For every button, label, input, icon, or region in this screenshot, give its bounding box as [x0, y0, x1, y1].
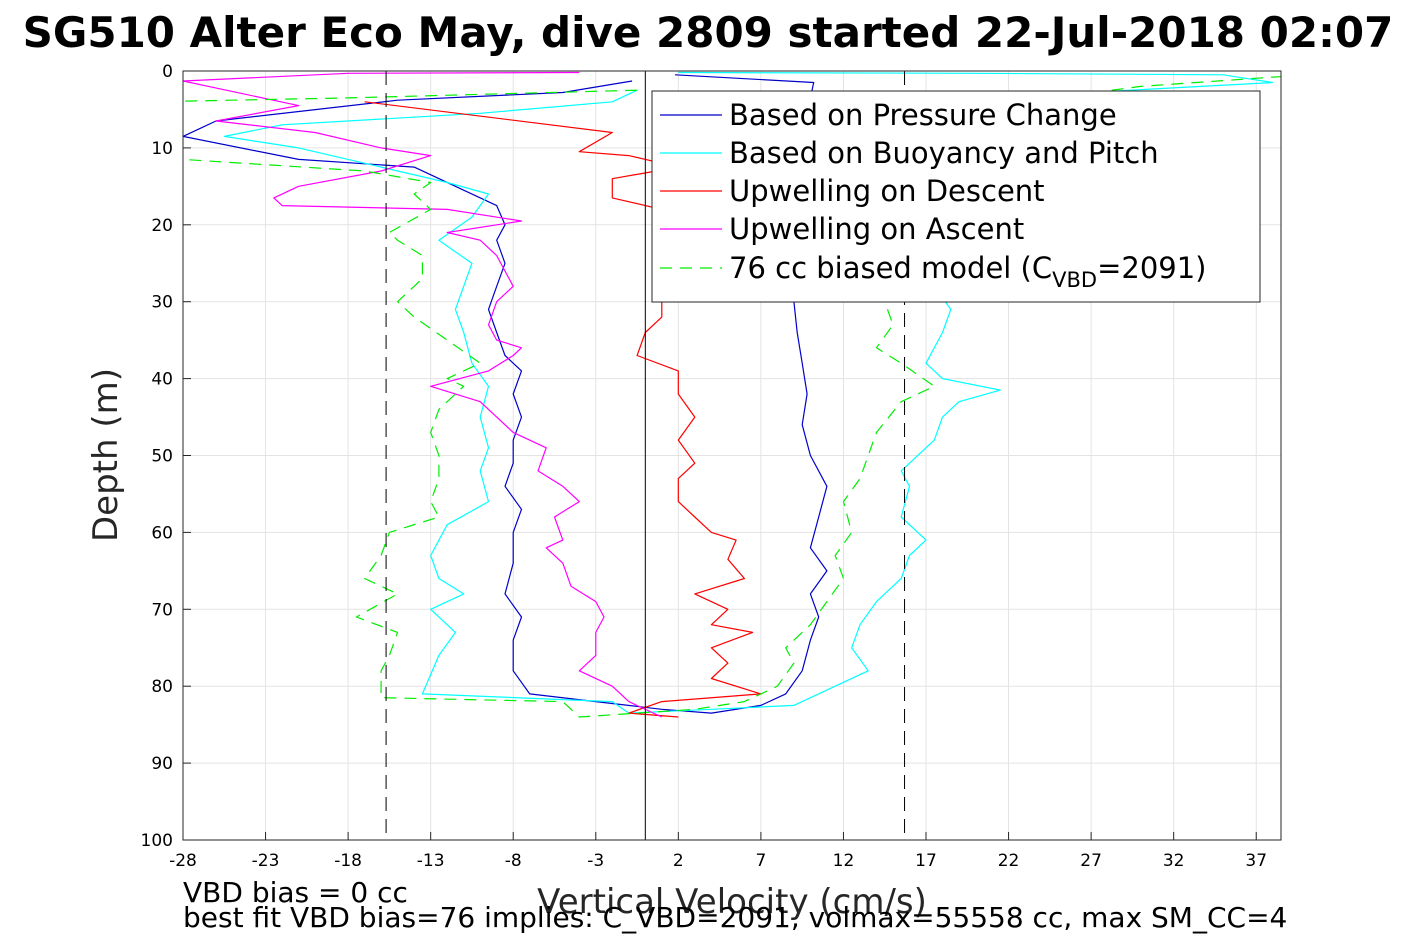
y-axis-label: Depth (m) — [86, 368, 126, 542]
x-tick-label: 32 — [1163, 851, 1185, 871]
footnote-best-fit: best fit VBD bias=76 implies: C_VBD=2091… — [183, 901, 1287, 934]
y-tick-label: 60 — [151, 523, 173, 543]
x-tick-label: 27 — [1080, 851, 1102, 871]
x-tick-label: 2 — [673, 851, 684, 871]
x-axis-label: Vertical Velocity (cm/s) — [537, 882, 927, 922]
x-tick-label: -28 — [169, 851, 197, 871]
legend: Based on Pressure Change Based on Buoyan… — [651, 90, 1261, 303]
x-tick-label: -13 — [417, 851, 445, 871]
legend-label-pressure: Based on Pressure Change — [729, 98, 1117, 132]
y-tick-label: 80 — [151, 677, 173, 697]
series-line-upwelling_descent — [364, 101, 762, 718]
y-tick-label: 70 — [151, 600, 173, 620]
y-tick-label: 40 — [151, 370, 173, 390]
y-tick-label: 0 — [162, 62, 173, 82]
y-tick-label: 30 — [151, 293, 173, 313]
x-tick-label: -23 — [252, 851, 280, 871]
y-tick-label: 10 — [151, 139, 173, 159]
legend-label-buoyancy: Based on Buoyancy and Pitch — [729, 136, 1159, 170]
legend-label-upwelling-ascent: Upwelling on Ascent — [729, 212, 1024, 246]
y-tick-label: 90 — [151, 754, 173, 774]
chart-title: SG510 Alter Eco May, dive 2809 started 2… — [23, 8, 1394, 57]
x-tick-label: 12 — [833, 851, 855, 871]
legend-label-upwelling-descent: Upwelling on Descent — [729, 174, 1045, 208]
x-tick-label: 22 — [998, 851, 1020, 871]
x-tick-label: -18 — [334, 851, 362, 871]
y-tick-label: 20 — [151, 216, 173, 236]
axis-ticks: -28 -23 -18 -13 -8 -3 2 7 12 17 22 27 32 370102030405… — [141, 62, 1268, 871]
x-tick-label: -8 — [505, 851, 522, 871]
legend-label-model: 76 cc biased model (CVBD=2091) — [729, 251, 1207, 292]
x-tick-label: -3 — [587, 851, 604, 871]
legend-box — [651, 90, 1261, 303]
footnote-vbd-bias: VBD bias = 0 cc — [183, 876, 408, 909]
y-tick-label: 100 — [141, 831, 173, 851]
series-line-upwelling_ascent — [183, 71, 663, 718]
reference-lines — [385, 71, 906, 840]
legend-model-subscript: VBD — [1052, 268, 1097, 292]
x-tick-label: 7 — [755, 851, 766, 871]
series-line-model — [183, 75, 1281, 718]
x-tick-label: 17 — [915, 851, 937, 871]
y-tick-label: 50 — [151, 447, 173, 467]
legend-model-suffix: =2091) — [1097, 251, 1206, 285]
x-tick-label: 37 — [1245, 851, 1267, 871]
legend-model-prefix: 76 cc biased model (C — [729, 251, 1052, 285]
series-line-pressure — [183, 74, 828, 714]
